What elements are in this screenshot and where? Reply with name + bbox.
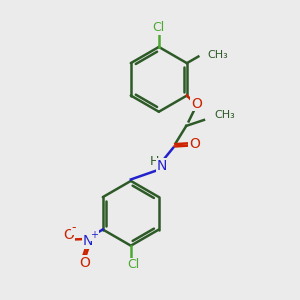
Text: H: H bbox=[150, 155, 159, 168]
Text: O: O bbox=[80, 256, 90, 270]
Text: O: O bbox=[64, 228, 74, 242]
Text: N: N bbox=[82, 234, 93, 248]
Text: Cl: Cl bbox=[153, 21, 165, 34]
Text: O: O bbox=[189, 137, 200, 152]
Text: +: + bbox=[90, 230, 98, 240]
Text: N: N bbox=[157, 159, 167, 172]
Text: CH₃: CH₃ bbox=[214, 110, 235, 120]
Text: CH₃: CH₃ bbox=[207, 50, 228, 60]
Text: -: - bbox=[72, 221, 76, 234]
Text: O: O bbox=[191, 97, 202, 111]
Text: Cl: Cl bbox=[128, 258, 140, 271]
